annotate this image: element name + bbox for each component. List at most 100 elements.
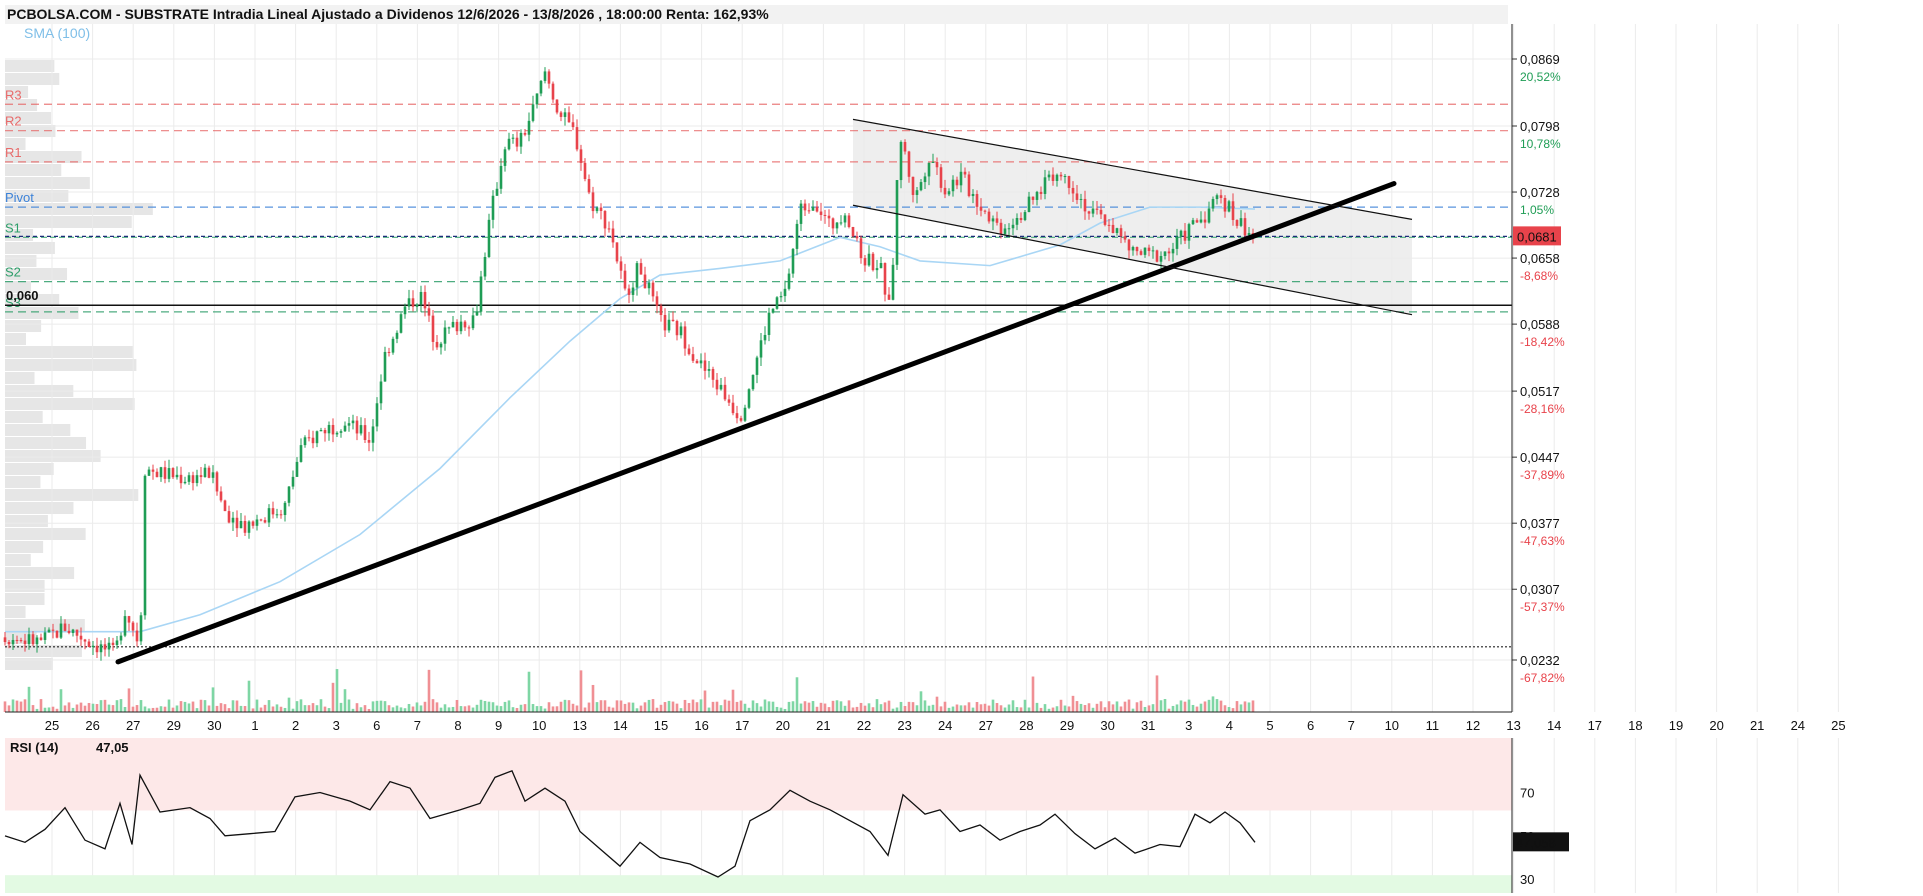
- volume-bar: [339, 702, 343, 712]
- volume-bar: [219, 703, 223, 712]
- volume-bar: [271, 706, 275, 712]
- volume-bar: [1019, 707, 1023, 712]
- volume-profile-bar: [5, 502, 74, 514]
- volume-bar: [447, 707, 451, 712]
- candle-body: [407, 298, 411, 307]
- volume-bar: [651, 699, 655, 712]
- volume-bar: [459, 706, 463, 712]
- candle-body: [571, 122, 575, 128]
- volume-bar: [431, 699, 435, 712]
- volume-bar: [515, 708, 519, 712]
- candle-body: [1039, 191, 1043, 194]
- volume-bar: [739, 700, 743, 712]
- volume-bar: [959, 705, 963, 712]
- volume-bar: [491, 702, 495, 712]
- y-tick-change: 10,78%: [1520, 137, 1561, 151]
- level-label-r2: R2: [5, 114, 22, 129]
- candle-body: [295, 461, 299, 477]
- x-tick-label: 26: [85, 718, 99, 733]
- candle-body: [839, 222, 843, 224]
- candle-body: [959, 171, 963, 186]
- candle-body: [199, 475, 203, 478]
- volume-bar: [127, 688, 131, 712]
- x-tick-label: 29: [1060, 718, 1074, 733]
- candle-body: [795, 223, 799, 249]
- volume-profile-bar: [5, 450, 101, 462]
- candle-body: [1211, 199, 1215, 209]
- candle-body: [919, 182, 923, 191]
- volume-bar: [7, 705, 11, 712]
- volume-bar: [395, 705, 399, 712]
- volume-bar: [39, 699, 43, 712]
- candle-body: [43, 632, 47, 640]
- x-tick-label: 22: [857, 718, 871, 733]
- volume-bar: [455, 699, 459, 712]
- volume-bar: [875, 699, 879, 712]
- candle-body: [191, 475, 195, 484]
- volume-bar: [891, 708, 895, 712]
- candle-body: [411, 298, 415, 307]
- candle-body: [1151, 250, 1155, 252]
- volume-bar: [167, 699, 171, 712]
- y-tick-label: 0,0377: [1520, 516, 1560, 531]
- candle-body: [535, 93, 539, 105]
- volume-bar: [487, 701, 491, 712]
- candle-body: [1079, 198, 1083, 200]
- volume-bar: [51, 706, 55, 712]
- candle-body: [1011, 224, 1015, 229]
- candle-body: [835, 222, 839, 229]
- candle-body: [115, 640, 119, 646]
- candle-body: [463, 321, 467, 328]
- candle-body: [843, 215, 847, 223]
- rsi-title: RSI (14): [10, 740, 58, 755]
- candle-body: [1243, 218, 1247, 236]
- candle-body: [187, 475, 191, 482]
- x-tick-label: 17: [1588, 718, 1602, 733]
- level-label-pivot: Pivot: [5, 190, 34, 205]
- volume-bar: [731, 689, 735, 712]
- volume-bar: [1219, 700, 1223, 712]
- candle-body: [707, 369, 711, 371]
- candle-body: [1179, 230, 1183, 237]
- candle-body: [1123, 236, 1127, 240]
- volume-bar: [283, 707, 287, 712]
- candle-body: [543, 71, 547, 81]
- candle-body: [259, 519, 263, 521]
- candle-body: [739, 418, 743, 421]
- candle-body: [395, 332, 399, 339]
- y-tick-change: -37,89%: [1520, 468, 1565, 482]
- candle-body: [363, 425, 367, 440]
- volume-profile-bar: [5, 489, 139, 501]
- volume-bar: [871, 707, 875, 712]
- candle-body: [99, 644, 103, 653]
- volume-bar: [23, 699, 27, 712]
- candle-body: [1091, 208, 1095, 214]
- volume-bar: [955, 704, 959, 712]
- volume-bar: [359, 707, 363, 712]
- candle-body: [1171, 248, 1175, 254]
- x-tick-label: 7: [414, 718, 421, 733]
- candle-body: [891, 264, 895, 300]
- volume-bar: [327, 708, 331, 712]
- candle-body: [239, 521, 243, 529]
- volume-bar: [35, 708, 39, 712]
- candle-body: [7, 642, 11, 645]
- candle-body: [687, 348, 691, 355]
- volume-bar: [231, 700, 235, 712]
- volume-bar: [807, 702, 811, 712]
- candle-body: [91, 645, 95, 648]
- volume-bar: [727, 700, 731, 712]
- candle-body: [67, 630, 71, 633]
- volume-bar: [479, 699, 483, 712]
- volume-profile-bar: [5, 515, 48, 527]
- candle-body: [443, 327, 447, 344]
- x-tick-label: 27: [126, 718, 140, 733]
- volume-bar: [519, 704, 523, 712]
- candle-body: [123, 616, 127, 636]
- volume-bar: [919, 691, 923, 712]
- volume-bar: [1203, 701, 1207, 712]
- candle-body: [1051, 174, 1055, 181]
- candle-body: [95, 645, 99, 653]
- volume-bar: [663, 702, 667, 712]
- volume-bar: [1251, 700, 1255, 712]
